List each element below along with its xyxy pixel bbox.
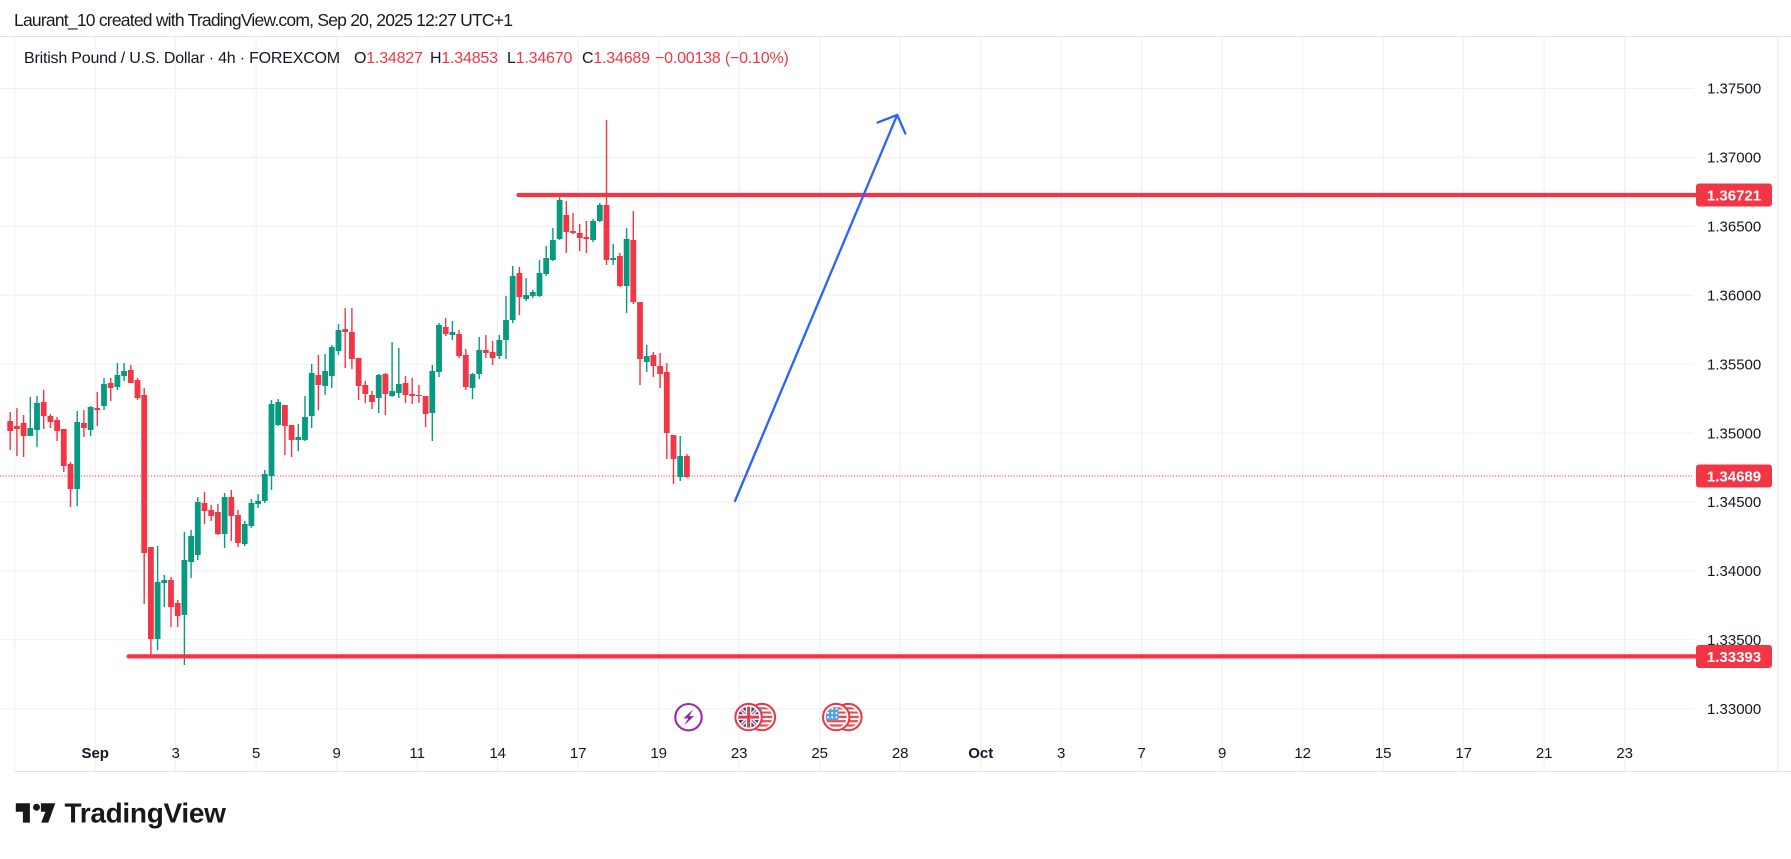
svg-text:O1.34827: O1.34827: [354, 50, 423, 67]
svg-text:1.34500: 1.34500: [1707, 494, 1761, 511]
svg-text:TradingView: TradingView: [65, 798, 227, 829]
svg-text:L1.34670: L1.34670: [507, 50, 572, 67]
svg-text:1.36000: 1.36000: [1707, 288, 1761, 305]
svg-text:Oct: Oct: [968, 745, 993, 762]
svg-text:1.33393: 1.33393: [1707, 649, 1761, 666]
svg-text:1.35000: 1.35000: [1707, 425, 1761, 442]
svg-text:1.33000: 1.33000: [1707, 701, 1761, 718]
svg-text:15: 15: [1375, 745, 1392, 762]
svg-text:17: 17: [1455, 745, 1472, 762]
svg-text:23: 23: [1616, 745, 1633, 762]
svg-text:C1.34689: C1.34689: [582, 50, 650, 67]
svg-text:9: 9: [1218, 745, 1226, 762]
svg-text:25: 25: [811, 745, 828, 762]
svg-text:1.35500: 1.35500: [1707, 356, 1761, 373]
svg-text:5: 5: [252, 745, 260, 762]
svg-text:H1.34853: H1.34853: [430, 50, 498, 67]
svg-text:British Pound / U.S. Dollar ·: British Pound / U.S. Dollar · 4h · FOREX…: [24, 50, 340, 67]
svg-text:1.36721: 1.36721: [1707, 188, 1761, 205]
svg-text:1.36500: 1.36500: [1707, 219, 1761, 236]
svg-text:23: 23: [731, 745, 748, 762]
svg-text:28: 28: [892, 745, 909, 762]
svg-text:7: 7: [1138, 745, 1146, 762]
svg-text:−0.00138 (−0.10%): −0.00138 (−0.10%): [655, 50, 789, 67]
svg-text:1.37000: 1.37000: [1707, 150, 1761, 167]
svg-text:1.34689: 1.34689: [1707, 469, 1761, 486]
svg-text:3: 3: [1057, 745, 1065, 762]
svg-text:11: 11: [409, 745, 425, 762]
svg-text:1.33500: 1.33500: [1707, 632, 1761, 649]
svg-text:21: 21: [1536, 745, 1553, 762]
svg-text:12: 12: [1294, 745, 1311, 762]
svg-text:9: 9: [333, 745, 341, 762]
svg-text:19: 19: [650, 745, 667, 762]
svg-text:Laurant_10 created with Tradin: Laurant_10 created with TradingView.com,…: [14, 10, 512, 31]
svg-text:1.37500: 1.37500: [1707, 81, 1761, 98]
svg-text:1.34000: 1.34000: [1707, 563, 1761, 580]
svg-text:14: 14: [489, 745, 506, 762]
svg-text:17: 17: [570, 745, 587, 762]
svg-text:Sep: Sep: [81, 745, 109, 762]
svg-text:3: 3: [172, 745, 180, 762]
